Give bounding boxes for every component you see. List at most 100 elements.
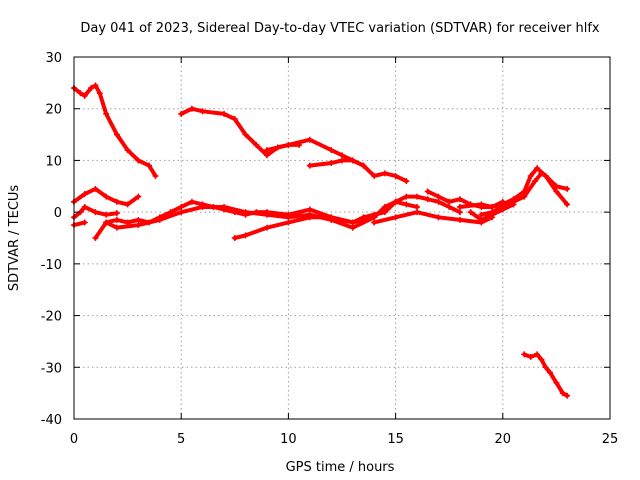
series-13-point-8 <box>534 165 541 172</box>
series-1-point-3 <box>81 92 88 99</box>
series-9-point-8 <box>242 209 249 216</box>
series-11-point-5 <box>456 216 463 223</box>
series-14-point-1 <box>478 211 485 218</box>
series-13-point-1 <box>456 203 463 210</box>
series-4-point-5 <box>360 162 367 169</box>
series-10-point-1 <box>231 235 238 241</box>
series-2-point-7 <box>253 141 260 148</box>
series-1-point-11 <box>146 162 153 169</box>
series-12-point-3 <box>446 198 453 205</box>
series-9-point-4 <box>156 216 163 223</box>
series-9-point-9 <box>263 211 270 218</box>
series-8-point-26 <box>414 203 421 210</box>
series-5-point-6 <box>124 201 131 208</box>
series-14-point-8 <box>542 172 549 179</box>
series-1-point-2 <box>77 90 84 97</box>
series-11-point-3 <box>414 209 421 216</box>
series-3-point-2 <box>285 141 292 148</box>
series-8-point-9 <box>178 203 185 210</box>
series-1-point-6 <box>96 90 103 97</box>
series-5-point-4 <box>103 193 110 200</box>
series-5-point-3 <box>92 185 99 192</box>
series-1-point-8 <box>113 131 120 138</box>
series-6-point-6 <box>113 210 120 217</box>
series-9-point-10 <box>285 214 292 221</box>
series-4-point-2 <box>328 160 335 167</box>
series-15-point-4 <box>499 206 506 213</box>
series-14-point-7 <box>538 170 545 177</box>
series-1-point-4 <box>88 85 95 92</box>
y-tick-label--40: -40 <box>41 413 62 428</box>
series-14-point-10 <box>564 201 571 208</box>
series-10-point-7 <box>349 219 356 226</box>
series-1-point-7 <box>103 110 110 117</box>
series-10-point-2 <box>242 232 249 239</box>
series-16-point-2 <box>527 353 534 360</box>
series-10-point-17 <box>456 209 463 216</box>
axes-layer <box>73 56 611 420</box>
y-tick-label-0: 0 <box>54 206 62 221</box>
series-16-point-9 <box>564 392 571 399</box>
x-tick-label-0: 0 <box>70 432 78 447</box>
series-14-point-5 <box>521 193 528 200</box>
series-8-point-19 <box>306 206 313 213</box>
series-16-point-8 <box>559 390 566 397</box>
series-4-point-4 <box>349 157 356 164</box>
series-10-point-11 <box>392 198 399 205</box>
series-12-point-1 <box>424 188 431 195</box>
series-10-point-14 <box>424 196 431 203</box>
series-9-point-2 <box>113 224 120 231</box>
x-tick-label-20: 20 <box>495 432 512 447</box>
x-tick-label-5: 5 <box>177 432 185 447</box>
series-3-point-11 <box>403 178 410 185</box>
y-tick-label--30: -30 <box>41 361 62 376</box>
x-axis-ticks: 0 5 10 15 20 25 <box>70 57 618 447</box>
y-tick-label--20: -20 <box>41 310 62 325</box>
series-1-point-9 <box>124 147 131 154</box>
series-6-point-5 <box>103 211 110 218</box>
plot-frame <box>73 56 611 420</box>
series-12-point-4 <box>456 196 463 203</box>
series-1-point-10 <box>135 157 142 164</box>
series-10-point-3 <box>263 224 270 231</box>
series-10-point-9 <box>371 211 378 218</box>
series-2-point-3 <box>199 108 206 115</box>
series-1-point-12 <box>152 172 159 179</box>
series-15-point-2 <box>478 216 485 223</box>
series-13-point-3 <box>489 203 496 210</box>
series-12-point-2 <box>435 193 442 200</box>
series-11-point-1 <box>371 219 378 226</box>
series-15-point-5 <box>510 201 517 208</box>
series-15-point-3 <box>489 211 496 218</box>
series-4-point-3 <box>339 157 345 164</box>
series-2-point-8 <box>263 152 270 159</box>
series-16-point-1 <box>521 351 528 358</box>
series-2-point-6 <box>242 131 249 138</box>
series-10-point-8 <box>360 214 367 221</box>
series-8-point-1 <box>92 235 99 241</box>
series-3-point-5 <box>339 152 345 159</box>
series-3-point-9 <box>381 170 388 177</box>
series-10-point-12 <box>403 193 410 200</box>
series-10-point-15 <box>435 198 442 205</box>
series-5-point-2 <box>81 191 88 198</box>
series-13-point-2 <box>478 201 485 208</box>
y-tick-label-30: 30 <box>45 51 62 66</box>
series-16-point-5 <box>542 364 549 371</box>
series-9-point-3 <box>135 222 142 229</box>
series-8-point-5 <box>135 216 142 223</box>
y-axis-ticks: -40 -30 -20 -10 0 10 20 30 <box>41 51 610 428</box>
series-16-point-7 <box>553 379 560 386</box>
series-13-point-7 <box>527 172 534 179</box>
series-2-point-4 <box>221 110 228 117</box>
series-10-point-6 <box>328 214 335 221</box>
x-tick-label-25: 25 <box>602 432 619 447</box>
series-2-point-2 <box>188 105 195 112</box>
series-16-point-4 <box>538 356 545 363</box>
chart-title: Day 041 of 2023, Sidereal Day-to-day VTE… <box>80 21 600 36</box>
series-4-point-1 <box>306 162 313 169</box>
series-9-point-5 <box>178 209 185 216</box>
series-9-point-13 <box>349 224 356 231</box>
series-5-point-5 <box>113 198 120 205</box>
y-axis-label: SDTVAR / TECUs <box>7 185 22 292</box>
